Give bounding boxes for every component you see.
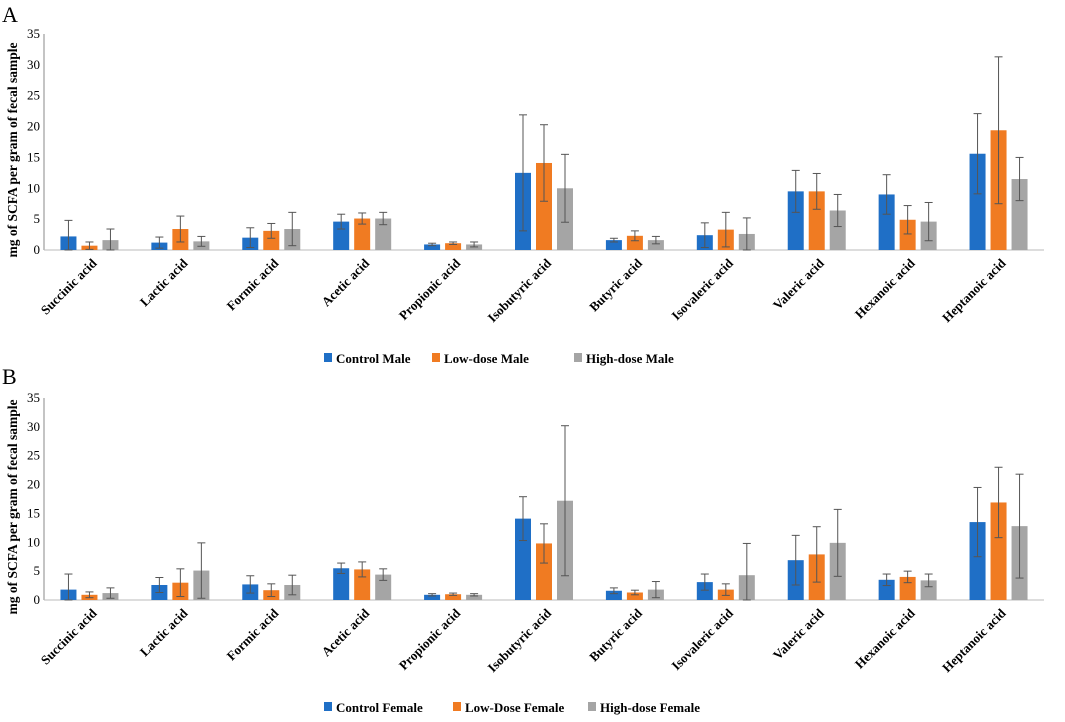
- bar: [647, 240, 664, 250]
- legend-swatch: [324, 353, 332, 362]
- y-tick-label: 5: [34, 211, 41, 226]
- bar: [424, 594, 441, 600]
- bar: [626, 235, 643, 250]
- bar: [605, 240, 622, 250]
- bar: [424, 244, 441, 250]
- x-tick-label: Lactic acid: [137, 605, 191, 659]
- chart-panel-b: 0 5 10 15 20 25 30 35 mg of SCFA per gram of fec…: [5, 390, 1044, 715]
- bar: [1011, 179, 1028, 250]
- x-tick-label: Isovaleric acid: [668, 255, 736, 323]
- legend-label: High-dose Female: [600, 700, 700, 715]
- bar: [333, 568, 350, 600]
- y-tick-label: 35: [27, 390, 40, 405]
- legend-swatch: [588, 702, 596, 711]
- y-tick-label: 35: [27, 26, 40, 41]
- bar: [445, 243, 462, 250]
- y-axis-title: mg of SCFA per gram of fecal sample: [5, 399, 20, 614]
- x-tick-label: Acetic acid: [319, 255, 373, 309]
- bar: [878, 194, 895, 250]
- x-tick-label: Formic acid: [224, 255, 282, 313]
- bar: [969, 153, 986, 250]
- panel-label-b: B: [2, 364, 17, 389]
- x-tick-label: Isobutyric acid: [485, 255, 555, 325]
- bar: [808, 191, 825, 250]
- bar: [354, 218, 371, 250]
- legend-label: Low-Dose Female: [465, 700, 565, 715]
- x-tick-label: Heptanoic acid: [939, 255, 1009, 325]
- bar: [536, 162, 552, 250]
- x-tick-label: Succinic acid: [38, 255, 100, 317]
- y-tick-label: 25: [27, 88, 40, 103]
- bar: [536, 543, 552, 600]
- bar: [920, 580, 937, 600]
- y-tick-label: 30: [27, 419, 40, 434]
- x-tick-label: Lactic acid: [137, 255, 191, 309]
- bar: [375, 218, 392, 250]
- x-tick-label: Succinic acid: [38, 605, 100, 667]
- legend-swatch: [574, 353, 582, 362]
- bar: [829, 210, 846, 250]
- bar: [990, 502, 1007, 600]
- bar: [263, 230, 280, 250]
- legend-label: Low-dose Male: [444, 351, 529, 366]
- y-tick-label: 10: [27, 180, 40, 195]
- x-tick-label: Butyric acid: [586, 605, 645, 664]
- legend-swatch: [324, 702, 332, 711]
- x-tick-label: Isobutyric acid: [485, 605, 555, 675]
- y-tick-label: 0: [34, 242, 41, 257]
- y-tick-label: 10: [27, 534, 40, 549]
- legend-label: Control Male: [336, 351, 411, 366]
- x-tick-label: Butyric acid: [586, 255, 645, 314]
- x-tick-label: Hexanoic acid: [852, 605, 919, 672]
- x-tick-label: Propionic acid: [396, 605, 464, 673]
- y-tick-label: 25: [27, 448, 40, 463]
- y-axis-title: mg of SCFA per gram of fecal sample: [5, 42, 20, 257]
- bar: [969, 522, 986, 600]
- bar: [626, 592, 643, 600]
- panel-label-a: A: [2, 2, 18, 27]
- x-tick-label: Hexanoic acid: [852, 255, 919, 322]
- y-tick-label: 20: [27, 477, 40, 492]
- bar: [466, 594, 483, 600]
- bar: [899, 219, 916, 250]
- x-tick-label: Valeric acid: [770, 255, 828, 313]
- legend-label: High-dose Male: [586, 351, 674, 366]
- bar: [878, 579, 895, 600]
- y-tick-label: 0: [34, 592, 41, 607]
- x-tick-label: Propionic acid: [396, 255, 464, 323]
- y-tick-label: 15: [27, 149, 40, 164]
- x-tick-label: Isovaleric acid: [668, 605, 736, 673]
- legend-label: Control Female: [336, 700, 423, 715]
- bar: [515, 518, 531, 600]
- chart-panel-a: 0 5 10 15 20 25 30 35 mg of SCFA per gram of fec…: [5, 26, 1044, 366]
- bar: [696, 582, 713, 600]
- bar: [605, 590, 622, 600]
- y-tick-label: 15: [27, 505, 40, 520]
- bar: [787, 191, 804, 250]
- y-tick-label: 30: [27, 57, 40, 72]
- x-tick-label: Valeric acid: [770, 605, 828, 663]
- y-tick-label: 5: [34, 563, 41, 578]
- x-tick-label: Formic acid: [224, 605, 282, 663]
- x-tick-label: Heptanoic acid: [939, 605, 1009, 675]
- legend-swatch: [453, 702, 461, 711]
- legend-swatch: [432, 353, 440, 362]
- y-tick-label: 20: [27, 119, 40, 134]
- x-tick-label: Acetic acid: [319, 605, 373, 659]
- bar: [375, 574, 392, 600]
- bar: [445, 594, 462, 600]
